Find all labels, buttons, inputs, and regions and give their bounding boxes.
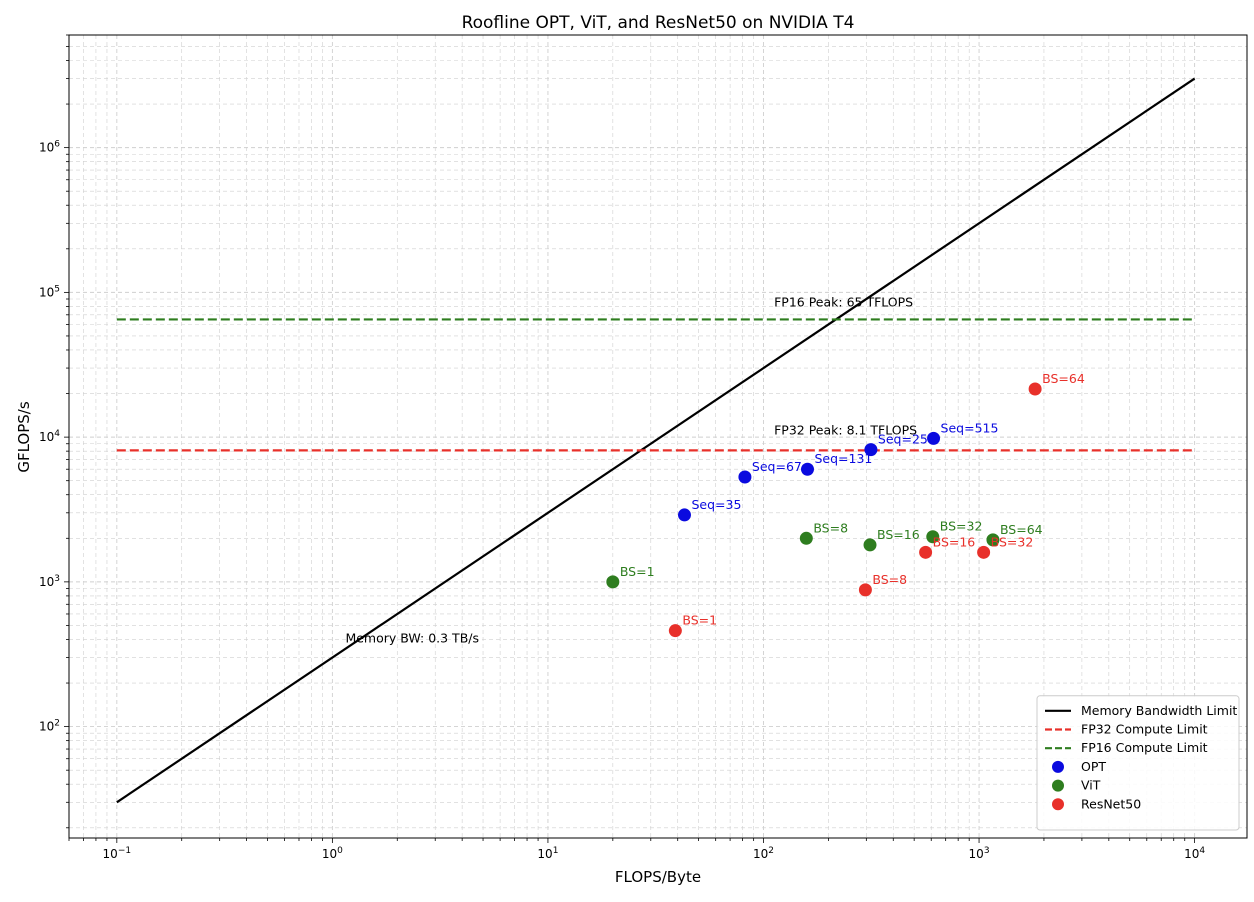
- legend-swatch-dot: [1052, 798, 1064, 811]
- vit-point: [799, 531, 813, 545]
- y-tick-label: 103: [39, 574, 60, 589]
- vit-point: [606, 575, 620, 589]
- resnet50-point-label: BS=64: [1042, 371, 1085, 386]
- vit-point: [863, 538, 877, 552]
- opt-point: [800, 462, 814, 476]
- x-tick-label: 10−1: [103, 846, 132, 861]
- legend-entry-label: ViT: [1081, 778, 1101, 793]
- chart-title: Roofline OPT, ViT, and ResNet50 on NVIDI…: [462, 13, 855, 33]
- vit-point-label: BS=64: [1000, 522, 1043, 537]
- resnet50-point: [919, 545, 933, 559]
- resnet50-point-label: BS=32: [991, 534, 1034, 549]
- vit-point: [926, 530, 940, 544]
- x-tick-label: 100: [322, 846, 343, 861]
- x-tick-label: 103: [969, 846, 990, 861]
- opt-point-label: Seq=131: [814, 451, 872, 466]
- resnet50-point: [858, 583, 872, 597]
- roofline-memory-bandwidth-limit: [116, 77, 1196, 804]
- legend-entry-label: Memory Bandwidth Limit: [1081, 703, 1237, 718]
- y-tick-label: 102: [39, 719, 60, 734]
- opt-point: [927, 431, 941, 445]
- vit-point-label: BS=16: [877, 527, 920, 542]
- legend-entry-label: ResNet50: [1081, 796, 1141, 811]
- vit-point-label: BS=1: [620, 564, 655, 579]
- data-points: Seq=35 Seq=67 Seq=131 Seq=259 Seq=515 BS=1 BS=…: [606, 371, 1085, 638]
- roofline-annotation: Memory BW: 0.3 TB/s: [345, 631, 479, 646]
- y-tick-label: 104: [39, 429, 60, 444]
- resnet50-point-label: BS=1: [682, 613, 717, 628]
- vit-point-label: BS=32: [940, 519, 983, 534]
- legend-entry-label: OPT: [1081, 759, 1106, 774]
- opt-point-label: Seq=67: [752, 459, 802, 474]
- resnet50-point: [668, 624, 682, 638]
- legend-entry-label: FP16 Compute Limit: [1081, 740, 1208, 755]
- resnet50-point: [977, 545, 991, 559]
- opt-point: [738, 470, 752, 484]
- resnet50-point-label: BS=8: [872, 572, 907, 587]
- legend-box: [1036, 695, 1240, 831]
- opt-point-label: Seq=35: [691, 497, 741, 512]
- vit-point: [986, 533, 1000, 547]
- y-tick-label: 106: [39, 140, 60, 155]
- legend: Memory Bandwidth Limit FP32 Compute Limit…: [1036, 695, 1240, 831]
- opt-point-label: Seq=515: [941, 420, 999, 435]
- grid-lines: [68, 34, 1247, 838]
- roofline-lines: Memory BW: 0.3 TB/s FP32 Peak: 8.1 TFLOPS…: [116, 77, 1196, 804]
- legend-swatch-dot: [1052, 760, 1064, 773]
- x-axis-label: FLOPS/Byte: [615, 868, 701, 886]
- resnet50-point-label: BS=16: [933, 534, 976, 549]
- legend-entry-label: FP32 Compute Limit: [1081, 722, 1208, 737]
- opt-point: [864, 443, 878, 457]
- x-tick-label: 102: [753, 846, 774, 861]
- legend-swatch-dot: [1052, 779, 1064, 792]
- x-tick-label: 104: [1184, 846, 1205, 861]
- y-axis-label: GFLOPS/s: [15, 401, 33, 473]
- vit-point-label: BS=8: [813, 520, 848, 535]
- roofline-annotation: FP16 Peak: 65 TFLOPS: [774, 294, 913, 309]
- axis-ticks: 10−1 100 101 102 103 104 102 103 104 105 106: [39, 34, 1205, 861]
- y-tick-label: 105: [39, 284, 60, 299]
- opt-point-label: Seq=259: [878, 432, 936, 447]
- plot-frame: [68, 34, 1248, 839]
- opt-point: [677, 508, 691, 522]
- resnet50-point: [1028, 382, 1042, 396]
- roofline-annotation: FP32 Peak: 8.1 TFLOPS: [774, 423, 917, 438]
- x-tick-label: 101: [537, 846, 558, 861]
